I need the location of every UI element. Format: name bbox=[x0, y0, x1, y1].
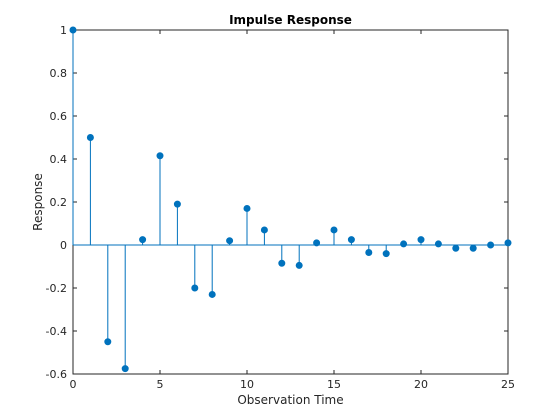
stem-marker bbox=[452, 244, 460, 252]
y-tick-label: 1 bbox=[60, 24, 67, 37]
stem-marker bbox=[86, 134, 94, 141]
x-tick-label: 15 bbox=[327, 378, 341, 391]
stem-marker bbox=[347, 236, 355, 244]
stem-marker bbox=[191, 284, 199, 292]
stem-marker bbox=[313, 239, 321, 247]
stem-marker bbox=[173, 200, 181, 208]
stem-marker bbox=[469, 244, 477, 252]
x-tick-label: 20 bbox=[414, 378, 428, 391]
stem-marker bbox=[382, 250, 390, 258]
stem-marker bbox=[295, 261, 303, 269]
stem-marker bbox=[208, 290, 216, 298]
y-tick-label: -0.6 bbox=[46, 368, 67, 381]
x-axis-label: Observation Time bbox=[237, 393, 343, 407]
stem-marker bbox=[121, 365, 129, 373]
stem-series bbox=[69, 26, 512, 373]
stem-marker bbox=[226, 237, 234, 245]
x-tick-label: 0 bbox=[70, 378, 77, 391]
y-tick-label: 0.8 bbox=[50, 67, 68, 80]
stem-marker bbox=[487, 241, 495, 249]
x-tick-label: 25 bbox=[501, 378, 515, 391]
stem-marker bbox=[139, 236, 147, 244]
stem-marker bbox=[400, 240, 408, 248]
stem-marker bbox=[104, 338, 112, 346]
y-tick-label: 0.4 bbox=[50, 153, 68, 166]
x-tick-label: 10 bbox=[240, 378, 254, 391]
plot-area: 0 5 10 15 20 25 -0.6 -0.4 -0.2 0 0.2 0.4 0.6 0.8 1 bbox=[46, 24, 515, 391]
y-tick-label: -0.4 bbox=[46, 325, 67, 338]
y-tick-label: -0.2 bbox=[46, 282, 67, 295]
y-tick-label: 0.6 bbox=[50, 110, 68, 123]
stem-marker bbox=[243, 204, 251, 212]
axis-ticks: 0 5 10 15 20 25 -0.6 -0.4 -0.2 0 0.2 0.4 0.6 0.8 1 bbox=[46, 24, 515, 391]
stem-marker bbox=[260, 226, 268, 234]
y-tick-label: 0.2 bbox=[50, 196, 68, 209]
stem-marker bbox=[330, 226, 338, 234]
stem-marker bbox=[278, 259, 286, 267]
stem-marker bbox=[417, 236, 425, 244]
stem-marker bbox=[504, 239, 512, 247]
x-tick-label: 5 bbox=[157, 378, 164, 391]
stem-marker bbox=[69, 26, 77, 34]
stem-marker bbox=[156, 152, 164, 160]
axes-box bbox=[72, 29, 509, 375]
y-axis-label: Response bbox=[31, 173, 45, 231]
y-tick-label: 0 bbox=[60, 239, 67, 252]
stem-marker bbox=[365, 249, 373, 257]
stem-marker bbox=[434, 240, 442, 248]
chart-title: Impulse Response bbox=[229, 13, 352, 27]
